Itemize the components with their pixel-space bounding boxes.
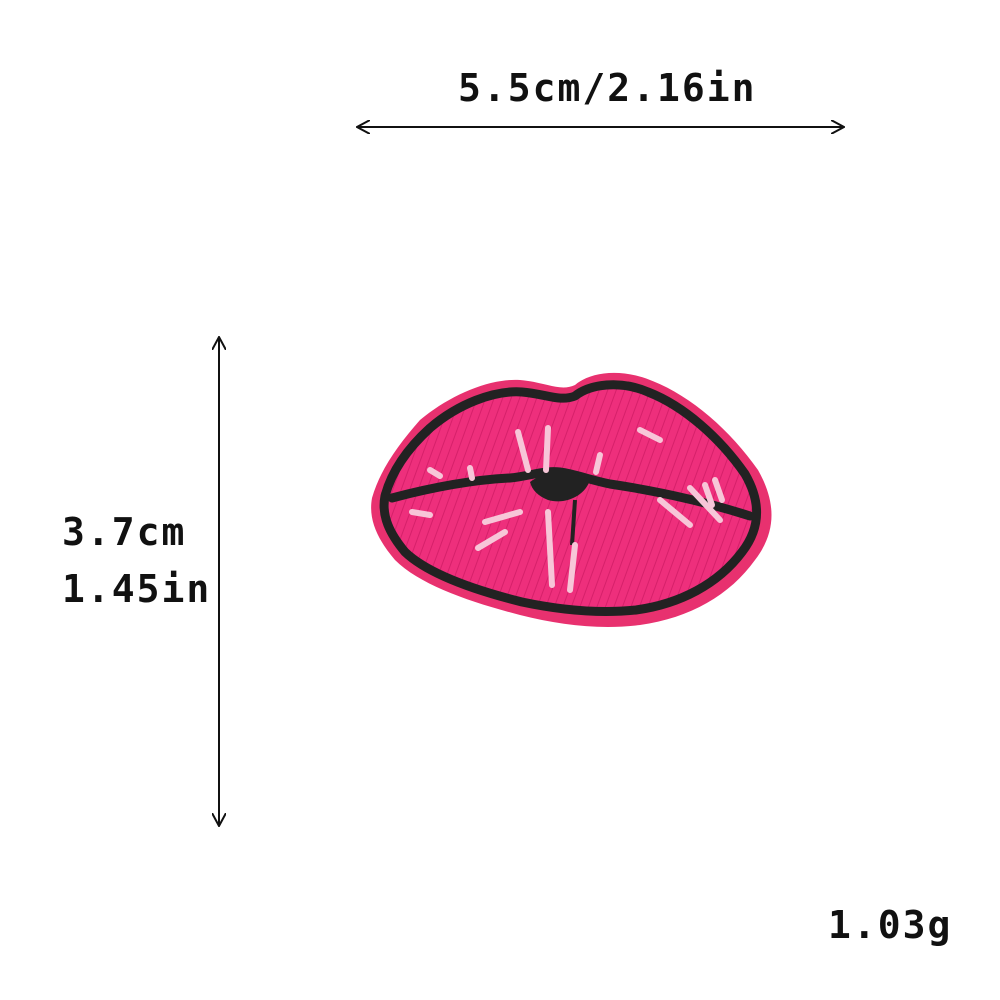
height-in-label: 1.45in [62, 567, 212, 611]
height-cm-label: 3.7cm [62, 510, 187, 554]
width-dimension-label: 5.5cm/2.16in [458, 66, 757, 110]
weight-label: 1.03g [828, 903, 953, 947]
lips-patch-icon [371, 372, 772, 627]
